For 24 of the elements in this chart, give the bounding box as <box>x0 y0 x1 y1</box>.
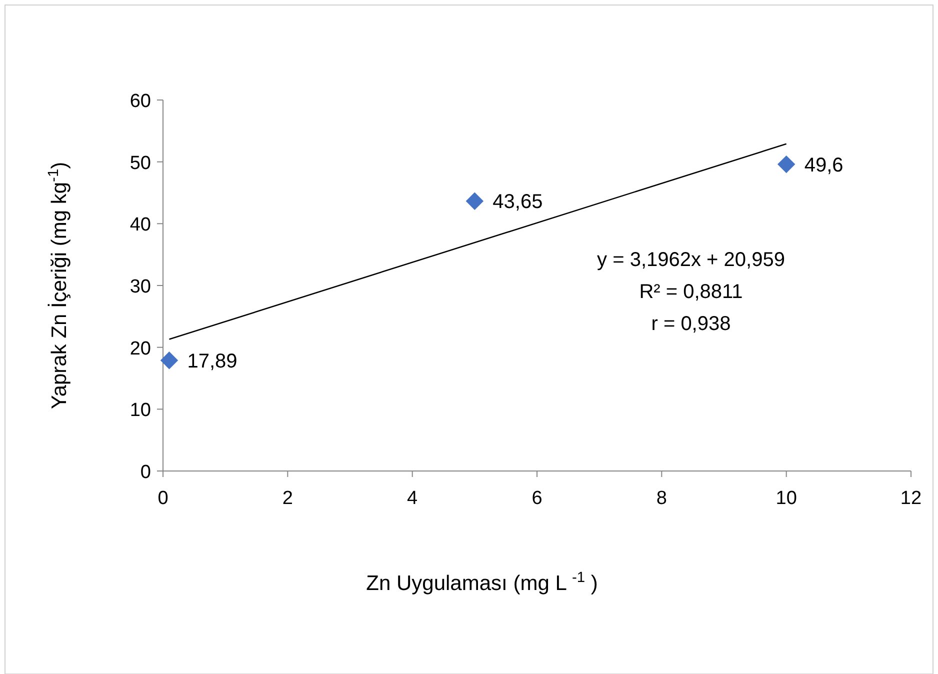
y-tick-label: 50 <box>130 152 151 174</box>
x-axis-title: Zn Uygulaması (mg L $^{-1}$ ) <box>366 570 598 595</box>
annotation: R² = 0,8811 <box>639 281 743 303</box>
point <box>160 352 178 370</box>
y-tick-label: 10 <box>130 400 151 422</box>
data-label: 49,6 <box>804 154 844 176</box>
y-tick-label: 0 <box>140 462 151 483</box>
annotation: r = 0,938 <box>651 313 731 335</box>
x-tick-label: 10 <box>776 488 797 509</box>
point <box>777 155 796 174</box>
y-tick-label: 60 <box>130 91 151 112</box>
data-label: 17,89 <box>187 350 238 372</box>
y-tick-label: 30 <box>130 276 151 298</box>
y-tick-label: 40 <box>130 214 151 236</box>
x-tick-label: 0 <box>158 488 168 509</box>
x-tick-label: 6 <box>532 488 542 509</box>
x-tick-label: 4 <box>407 488 418 509</box>
point <box>466 192 484 210</box>
x-tick-label: 8 <box>656 488 667 509</box>
x-tick-label: 2 <box>282 488 293 509</box>
x-tick-label: 12 <box>900 488 922 509</box>
annotation: y = 3,1962x + 20,959 <box>597 249 785 271</box>
y-tick-label: 20 <box>130 338 151 360</box>
data-label: 43,65 <box>492 191 543 214</box>
